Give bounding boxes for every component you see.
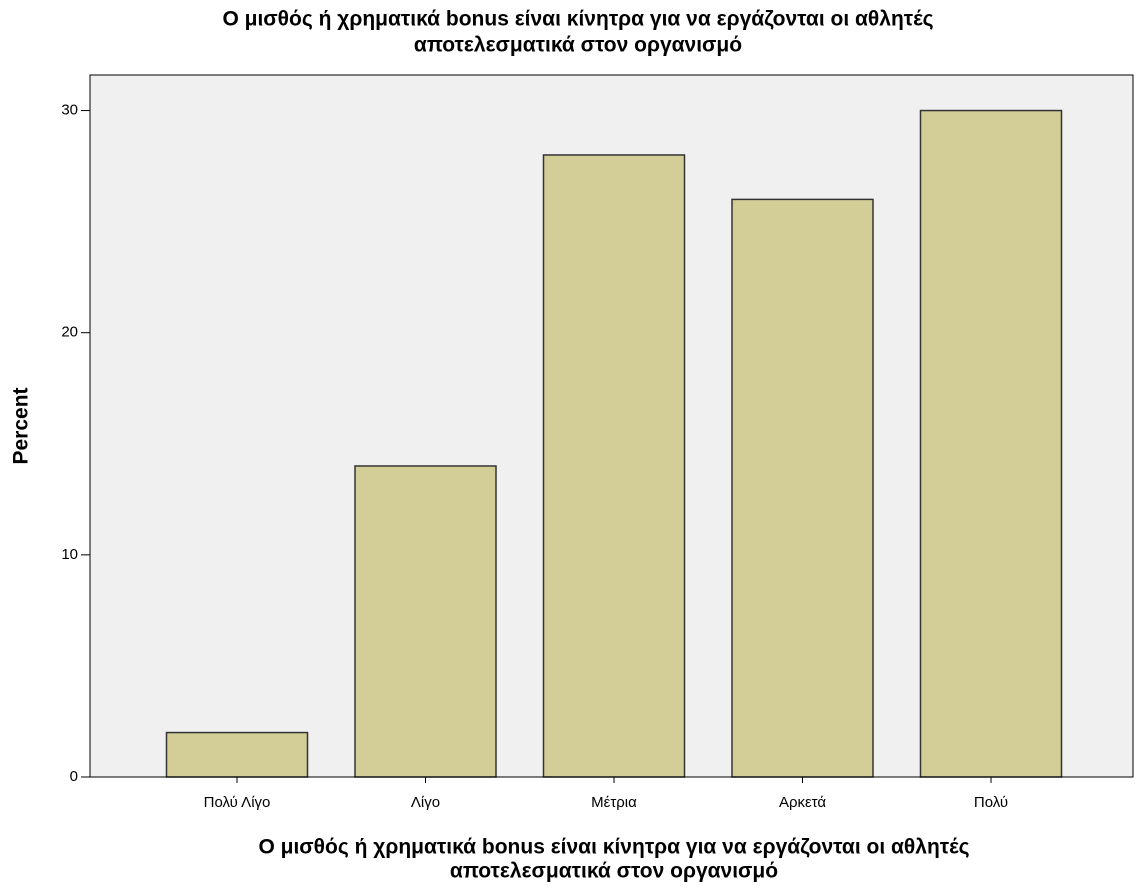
x-tick-label: Πολύ Λίγο xyxy=(204,794,271,811)
bar xyxy=(542,154,686,778)
y-tick-label: 30 xyxy=(61,102,78,119)
x-tick-label: Αρκετά xyxy=(779,794,826,811)
chart-title: αποτελεσματικά στον οργανισμό xyxy=(414,34,742,57)
x-tick-label: Λίγο xyxy=(411,794,440,811)
y-tick-label: 20 xyxy=(61,324,78,341)
bar xyxy=(919,109,1063,778)
x-axis-title: Ο μισθός ή χρηματικά bonus είναι κίνητρα… xyxy=(258,836,969,859)
x-axis-title: αποτελεσματικά στον οργανισμό xyxy=(450,860,778,883)
x-tick-label: Πολύ xyxy=(974,794,1008,811)
y-tick-label: 10 xyxy=(61,546,78,563)
chart-title: Ο μισθός ή χρηματικά bonus είναι κίνητρα… xyxy=(222,8,933,31)
y-axis-title: Percent xyxy=(10,387,33,464)
bar xyxy=(165,731,309,778)
x-tick-label: Μέτρια xyxy=(591,794,637,811)
bar xyxy=(354,465,497,778)
y-tick-label: 0 xyxy=(70,768,78,785)
bar xyxy=(731,198,874,778)
